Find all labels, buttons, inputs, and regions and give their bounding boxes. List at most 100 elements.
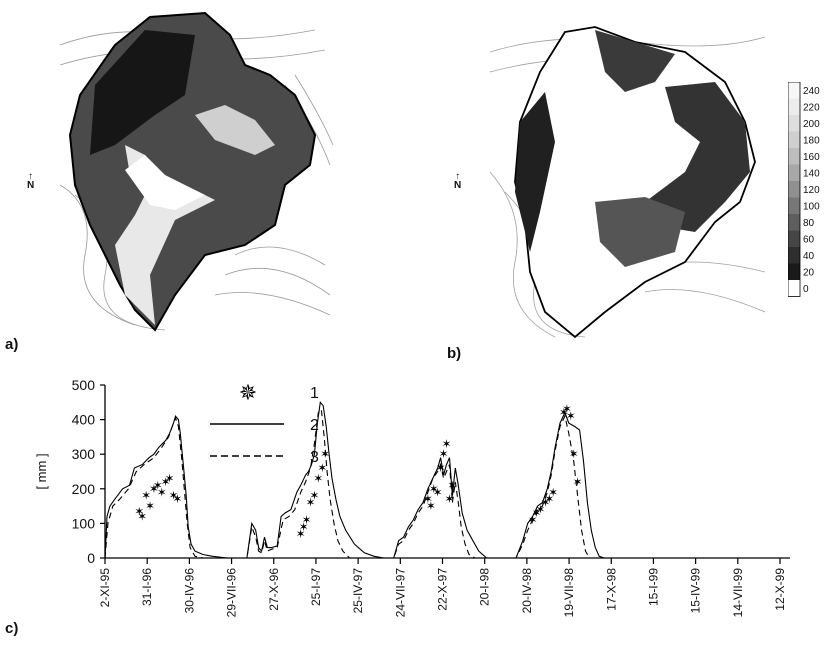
colorbar-tick-label: 40 — [803, 251, 815, 262]
observation-marker: ✶ — [433, 485, 443, 499]
panel-label-b: b) — [447, 345, 462, 362]
colorbar-segment — [788, 131, 800, 148]
x-tick-label: 20-IV-98 — [520, 568, 534, 614]
x-tick-label: 31-I-96 — [140, 568, 154, 606]
observation-marker: ✶ — [296, 527, 306, 541]
colorbar-segment — [788, 263, 800, 280]
x-tick-label: 15-I-99 — [646, 568, 660, 606]
panel-label-a: a) — [5, 336, 19, 353]
y-axis-label: [ mm ] — [34, 453, 49, 489]
x-tick-label: 12-X-99 — [773, 568, 787, 611]
observation-marker: ✶ — [165, 471, 175, 485]
observation-marker: ✶ — [566, 409, 576, 423]
snow-chart: 0 100 200 300 400 500 [ mm ] 2-XI-95 31-I-96 30-I… — [34, 377, 790, 618]
observation-marker: ✶ — [544, 492, 554, 506]
colorbar-segment — [788, 247, 800, 264]
map-a-catchment — [68, 11, 317, 332]
observation-marker: ✶ — [168, 489, 178, 503]
observation-marker: ✶ — [320, 447, 330, 461]
x-tick-label: 25-IV-97 — [351, 568, 365, 614]
x-tick-label: 27-X-96 — [267, 568, 281, 611]
observation-marker: ✶ — [447, 478, 457, 492]
observation-marker: ✶ — [302, 513, 312, 527]
observation-marker: ✶ — [317, 461, 327, 475]
x-tick-label: 24-VII-97 — [393, 568, 407, 618]
map-b-dark-top — [595, 30, 675, 92]
map-a-dark-core — [90, 30, 195, 155]
series-2-line — [104, 400, 712, 559]
colorbar-tick-label: 220 — [803, 103, 820, 114]
colorbar-segment — [788, 164, 800, 181]
observation-marker: ✶ — [562, 402, 572, 416]
colorbar-frame — [788, 82, 801, 297]
x-tick-label: 2-XI-95 — [98, 568, 112, 608]
colorbar-tick-label: 200 — [803, 119, 820, 130]
colorbar-tick-label: 140 — [803, 169, 820, 180]
map-b-dark-left — [515, 92, 555, 252]
colorbar-segment — [788, 115, 800, 132]
colorbar-tick-label: 160 — [803, 152, 820, 163]
y-tick-label: 100 — [72, 515, 96, 531]
observation-marker: ✶ — [309, 489, 319, 503]
map-a-white-lake — [125, 155, 205, 210]
map-b-dark-right — [645, 82, 750, 232]
observation-marker: ✶ — [573, 475, 583, 489]
observation-marker: ✶ — [528, 513, 538, 527]
series-3-line — [104, 407, 712, 559]
colorbar-segment — [788, 98, 800, 115]
north-arrow-icon-a: ↑ N — [27, 171, 35, 191]
observation-marker: ✶ — [441, 437, 451, 451]
x-tick-label: 19-VII-98 — [562, 568, 576, 618]
observation-marker: ✶ — [141, 489, 151, 503]
y-tick-label: 400 — [72, 412, 96, 428]
observation-marker: ✶ — [444, 492, 454, 506]
legend-label: 2 — [310, 417, 319, 434]
observation-marker: ✶ — [559, 406, 569, 420]
observation-marker: ✶ — [548, 485, 558, 499]
colorbar-tick-label: 100 — [803, 202, 820, 213]
colorbar-segment — [788, 148, 800, 165]
observation-marker: ✶ — [313, 471, 323, 485]
observation-marker: ✶ — [172, 492, 182, 506]
observation-marker: ✶ — [157, 485, 167, 499]
observation-marker: ✶ — [535, 503, 545, 517]
observation-marker: ✶ — [423, 492, 433, 506]
x-tick-label: 14-VII-99 — [731, 568, 745, 618]
x-tick-label: 20-I-98 — [478, 568, 492, 606]
colorbar-tick-label: 0 — [803, 284, 809, 295]
panel-label-c: c) — [5, 620, 19, 637]
observation-marker: ✶ — [134, 504, 144, 518]
observation-marker: ✶ — [436, 461, 446, 475]
x-tick-label: 25-I-97 — [309, 568, 323, 606]
colorbar-segment — [788, 181, 800, 198]
y-tick-label: 500 — [72, 377, 96, 393]
north-arrow-icon-b: ↑ N — [454, 171, 462, 191]
colorbar-tick-label: 240 — [803, 86, 820, 97]
observation-marker: ✶ — [137, 509, 147, 523]
observation-marker: ✶ — [149, 482, 159, 496]
observation-marker: ✶ — [153, 478, 163, 492]
observation-marker: ✶ — [540, 496, 550, 510]
observation-marker: ✶ — [305, 496, 315, 510]
map-b — [489, 26, 766, 339]
observation-marker: ✶ — [299, 520, 309, 534]
observation-marker: ✶ — [569, 447, 579, 461]
x-tick-label: 15-IV-99 — [689, 568, 703, 614]
y-tick-label: 0 — [87, 550, 95, 566]
colorbar-tick-label: 80 — [803, 218, 815, 229]
map-a — [59, 11, 334, 332]
x-tick-label: 29-VII-96 — [225, 568, 239, 618]
observation-marker: ✶ — [429, 482, 439, 496]
y-tick-label: 300 — [72, 446, 96, 462]
colorbar-tick-label: 20 — [803, 268, 815, 279]
x-tick-label: 30-IV-96 — [182, 568, 196, 614]
y-tick-label: 200 — [72, 481, 96, 497]
observation-marker: ✶ — [532, 506, 542, 520]
colorbar-tick-label: 180 — [803, 136, 820, 147]
map-a-light-ridge — [195, 105, 275, 155]
legend-label: 1 — [310, 385, 319, 402]
legend-label: 3 — [310, 449, 319, 466]
x-tick-label: 17-X-98 — [604, 568, 618, 611]
colorbar-tick-label: 60 — [803, 235, 815, 246]
